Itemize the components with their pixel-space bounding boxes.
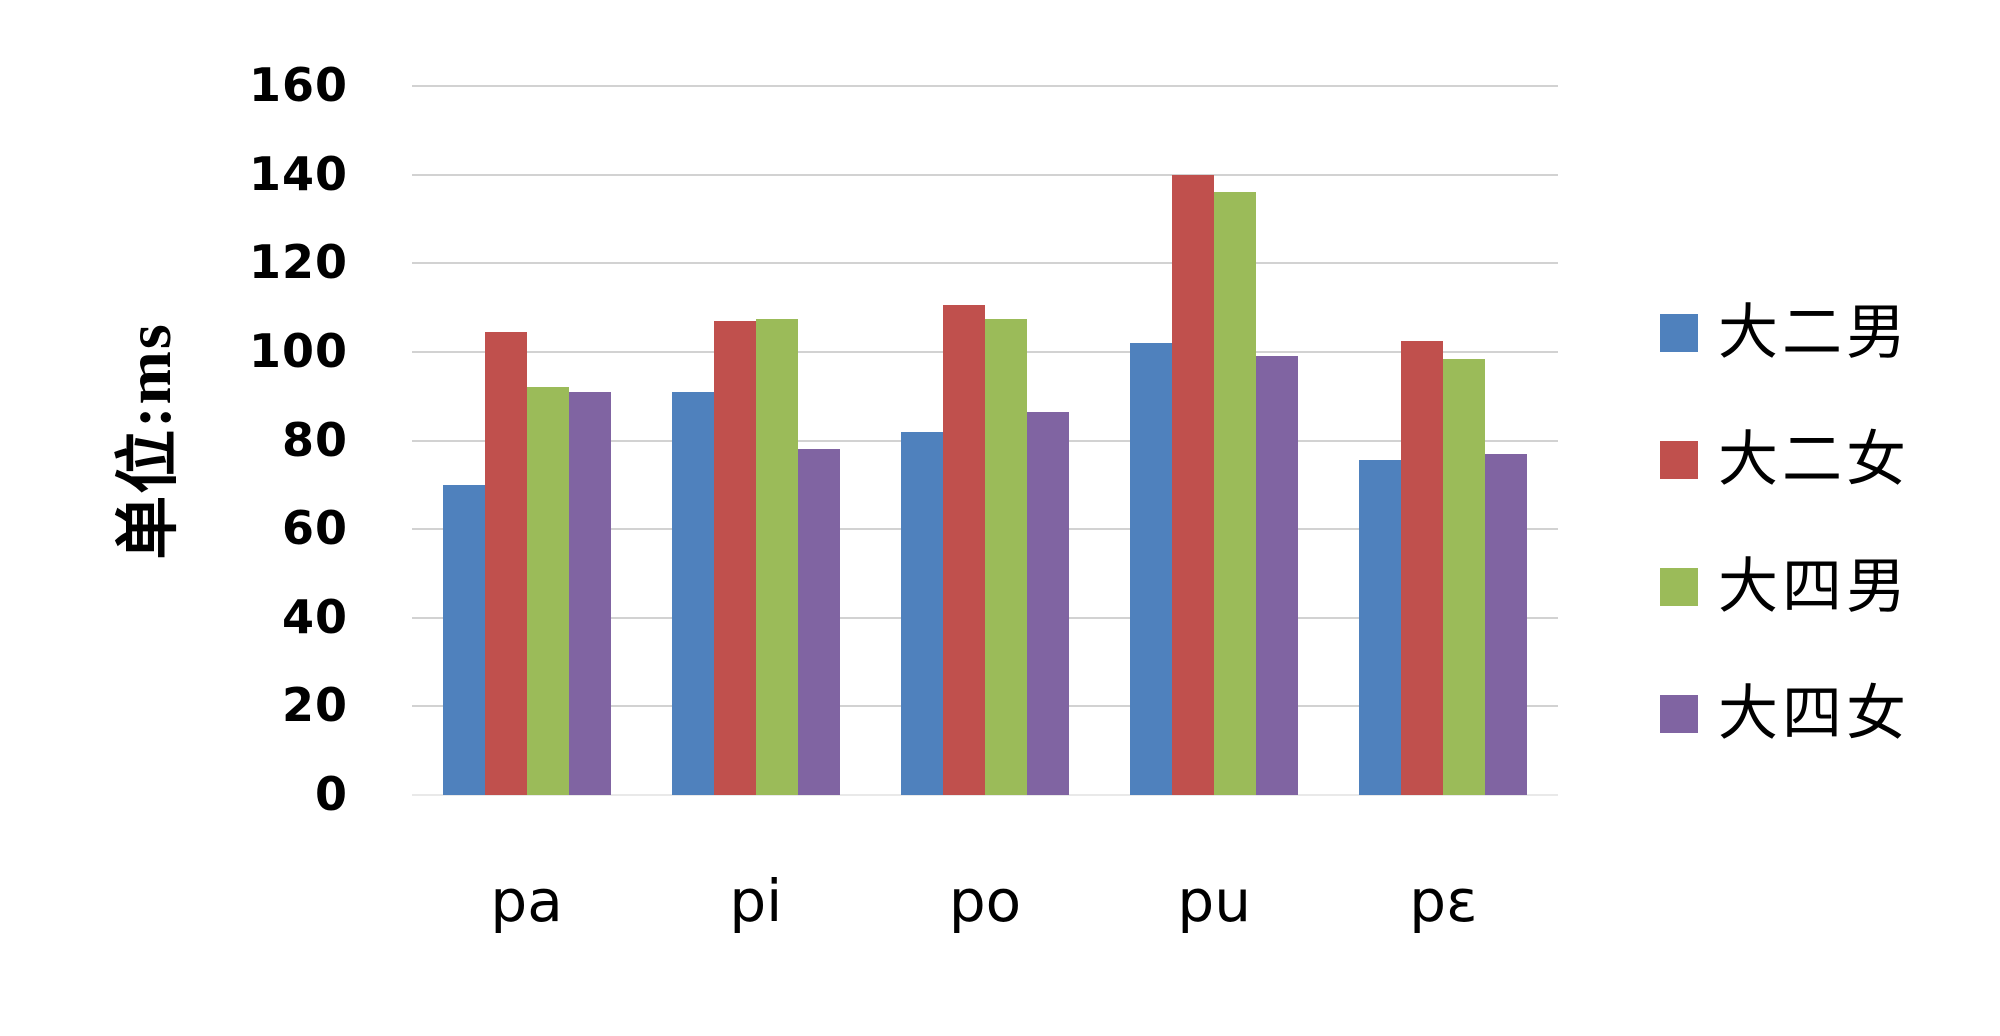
y-tick-label: 140 bbox=[248, 146, 348, 201]
legend-label: 大四男 bbox=[1718, 554, 1910, 620]
bar bbox=[984, 318, 1027, 795]
legend-swatch bbox=[1660, 695, 1698, 733]
bar bbox=[568, 391, 611, 795]
x-axis-label: pε bbox=[1409, 867, 1478, 935]
x-axis-label: pu bbox=[1177, 867, 1251, 935]
legend-item: 大四女 bbox=[1660, 684, 1910, 744]
y-tick-label: 120 bbox=[248, 235, 348, 290]
gridline bbox=[412, 794, 1558, 796]
legend-item: 大二女 bbox=[1660, 430, 1910, 490]
bar-group bbox=[1100, 86, 1329, 795]
gridline bbox=[412, 173, 1558, 176]
y-tick-label: 40 bbox=[281, 589, 348, 644]
legend-label: 大二男 bbox=[1718, 300, 1910, 366]
bar bbox=[1443, 358, 1486, 795]
bar bbox=[797, 449, 840, 795]
gridline bbox=[412, 85, 1558, 87]
bar bbox=[1130, 343, 1173, 795]
legend-label: 大二女 bbox=[1718, 427, 1910, 493]
bar bbox=[1401, 340, 1444, 795]
bar bbox=[713, 320, 756, 795]
x-axis-label: po bbox=[948, 867, 1022, 935]
y-tick-label: 80 bbox=[281, 412, 348, 467]
bar bbox=[900, 431, 943, 795]
legend-swatch bbox=[1660, 568, 1698, 606]
bar-group bbox=[412, 86, 641, 795]
bar bbox=[942, 305, 985, 795]
y-tick-label: 160 bbox=[248, 58, 348, 113]
bar bbox=[1256, 356, 1299, 795]
bar bbox=[1026, 411, 1069, 795]
y-tick-label: 60 bbox=[281, 501, 348, 556]
plot-area bbox=[412, 85, 1558, 796]
legend-item: 大四男 bbox=[1660, 557, 1910, 617]
x-axis-label: pi bbox=[729, 867, 783, 935]
y-tick-label: 100 bbox=[248, 323, 348, 378]
bar-group bbox=[1329, 86, 1558, 795]
bar bbox=[526, 387, 569, 795]
bar bbox=[1172, 174, 1215, 795]
x-axis-label: pa bbox=[490, 867, 563, 935]
bar-groups bbox=[412, 86, 1558, 795]
bar bbox=[1214, 192, 1257, 795]
legend-label: 大四女 bbox=[1718, 681, 1910, 747]
bar-group bbox=[870, 86, 1099, 795]
legend-swatch bbox=[1660, 314, 1698, 352]
bar bbox=[1359, 460, 1402, 795]
y-tick-label: 20 bbox=[281, 678, 348, 733]
bar bbox=[671, 391, 714, 795]
bar-group bbox=[641, 86, 870, 795]
bar bbox=[755, 318, 798, 795]
bar bbox=[1485, 453, 1528, 795]
bar bbox=[484, 331, 527, 795]
bar bbox=[442, 484, 485, 795]
legend-swatch bbox=[1660, 441, 1698, 479]
y-axis: 0 20 40 60 80 100 120 140 160 bbox=[0, 0, 348, 1036]
gridline bbox=[412, 262, 1558, 265]
legend-item: 大二男 bbox=[1660, 303, 1910, 363]
y-tick-label: 0 bbox=[314, 767, 348, 822]
